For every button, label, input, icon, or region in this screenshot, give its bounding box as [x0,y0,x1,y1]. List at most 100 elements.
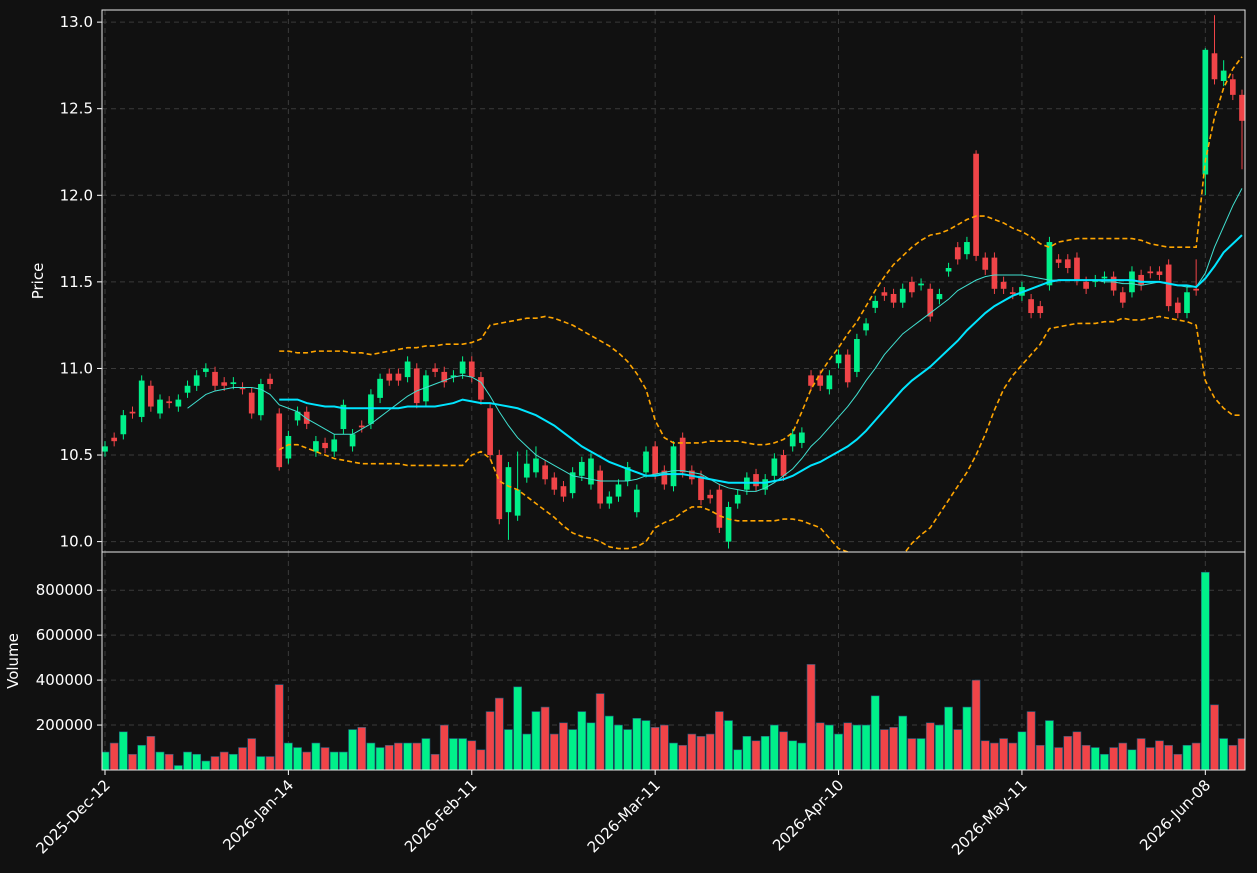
volume-bar [128,753,137,770]
volume-bar [1173,753,1183,770]
candle-body [633,489,640,513]
candle-body [1147,271,1154,274]
volume-bar [889,726,898,770]
candle-body [826,375,833,390]
volume-bar [109,742,119,770]
candle-body [890,293,897,303]
candle-body [239,387,246,390]
candle-body [936,293,943,300]
volume-bar [861,724,871,770]
y-tick-label: 11.0 [60,359,93,377]
candle-body [230,382,237,385]
volume-bar [449,738,458,770]
candle-body [111,437,118,442]
candle-body [148,385,154,407]
volume-bar [760,735,770,770]
candle-body [258,384,264,416]
candle-body [560,486,567,497]
volume-bar [384,744,394,770]
volume-bar [870,695,880,770]
volume-bar [1118,742,1128,770]
volume-bar [1182,744,1192,770]
volume-bar [1127,749,1137,770]
volume-bar [513,686,522,770]
volume-bar [485,711,495,770]
volume-bar [458,738,467,770]
plot-area [102,15,1245,552]
volume-bar [1081,744,1091,770]
candle-body [184,385,191,393]
candle-body [679,437,686,473]
candle-body [542,465,548,480]
candle-body [377,378,383,398]
volume-bar [219,751,229,770]
candle-body [248,392,255,414]
volume-bar [1026,711,1036,770]
volume-bar [971,679,981,770]
volume-bar [293,747,302,770]
candle-body [918,283,924,286]
candle-body [1174,302,1181,314]
candle-body [441,371,448,383]
candle-body [496,455,503,520]
volume-bar [1045,720,1054,770]
volume-bar [210,756,220,770]
candle-body [358,425,365,428]
candle-body [808,375,814,386]
candle-body [203,368,209,372]
volume-bar [623,729,632,770]
candle-body [294,411,301,421]
volume-bar [183,751,192,770]
volume-bar [1090,747,1100,770]
volume-bar [577,711,587,770]
candle-body [1046,242,1053,286]
candle-body [771,458,778,476]
volume-bar [403,742,412,770]
y-axis-label: Volume [4,633,22,689]
candle-body [386,373,393,381]
volume-bar [614,724,623,770]
candle-body [872,300,879,308]
volume-bar [467,740,477,770]
volume-bar [274,684,284,770]
candle-body [725,506,732,542]
candle-body [661,470,668,485]
candle-body [789,434,796,447]
candle-body [157,399,163,414]
candle-body [1101,276,1108,279]
volume-bar [439,724,449,770]
candle-body [533,458,539,473]
candle-body [1037,306,1044,314]
volume-bar [394,742,403,770]
plot-area [102,571,1245,770]
candle-body [569,472,576,494]
volume-bar [999,738,1008,770]
candle-body [1074,257,1080,281]
volume-bar [357,726,367,770]
volume-bar [137,744,147,770]
candle-body [514,489,521,516]
volume-bar [366,742,376,770]
candle-body [844,354,851,383]
volume-bar [1164,744,1173,770]
volume-bar [687,733,697,770]
volume-bar [375,747,385,770]
candle-body [138,380,145,417]
candle-body [313,441,319,452]
volume-bar [944,706,953,770]
candle-body [762,479,769,490]
volume-bar [1035,744,1045,770]
volume-bar [522,733,532,770]
volume-bar [980,740,990,770]
y-axis-label: Price [29,263,47,300]
volume-bar [102,751,110,770]
candle-body [1009,292,1016,294]
volume-bar [1191,742,1201,770]
volume-bar [880,729,889,770]
volume-bar [549,733,559,770]
candle-body [1193,288,1199,291]
volume-bar [1017,731,1027,770]
volume-bar [1219,738,1228,770]
candle-body [450,375,457,378]
volume-bar [559,722,568,770]
